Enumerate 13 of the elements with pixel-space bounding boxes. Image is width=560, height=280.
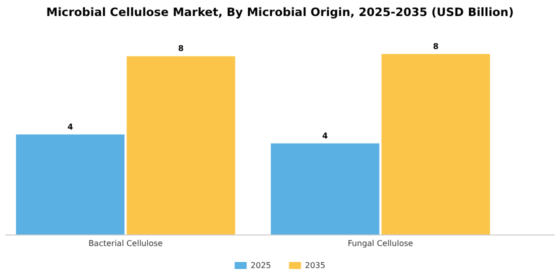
bar [16,134,124,235]
data-label: 4 [67,122,74,132]
legend-label: 2025 [250,261,271,270]
x-tick-label: Bacterial Cellulose [88,239,163,248]
x-tick-label: Fungal Cellulose [348,239,414,248]
bar [126,56,236,235]
bar [270,143,380,235]
data-label: 4 [322,131,328,140]
chart-title: Microbial Cellulose Market, By Microbial Origin, 2025-2035 (USD Billion) [46,5,514,19]
bar [382,54,490,235]
legend-label: 2035 [305,261,326,270]
data-label: 8 [432,42,439,51]
data-label: 8 [178,44,184,54]
